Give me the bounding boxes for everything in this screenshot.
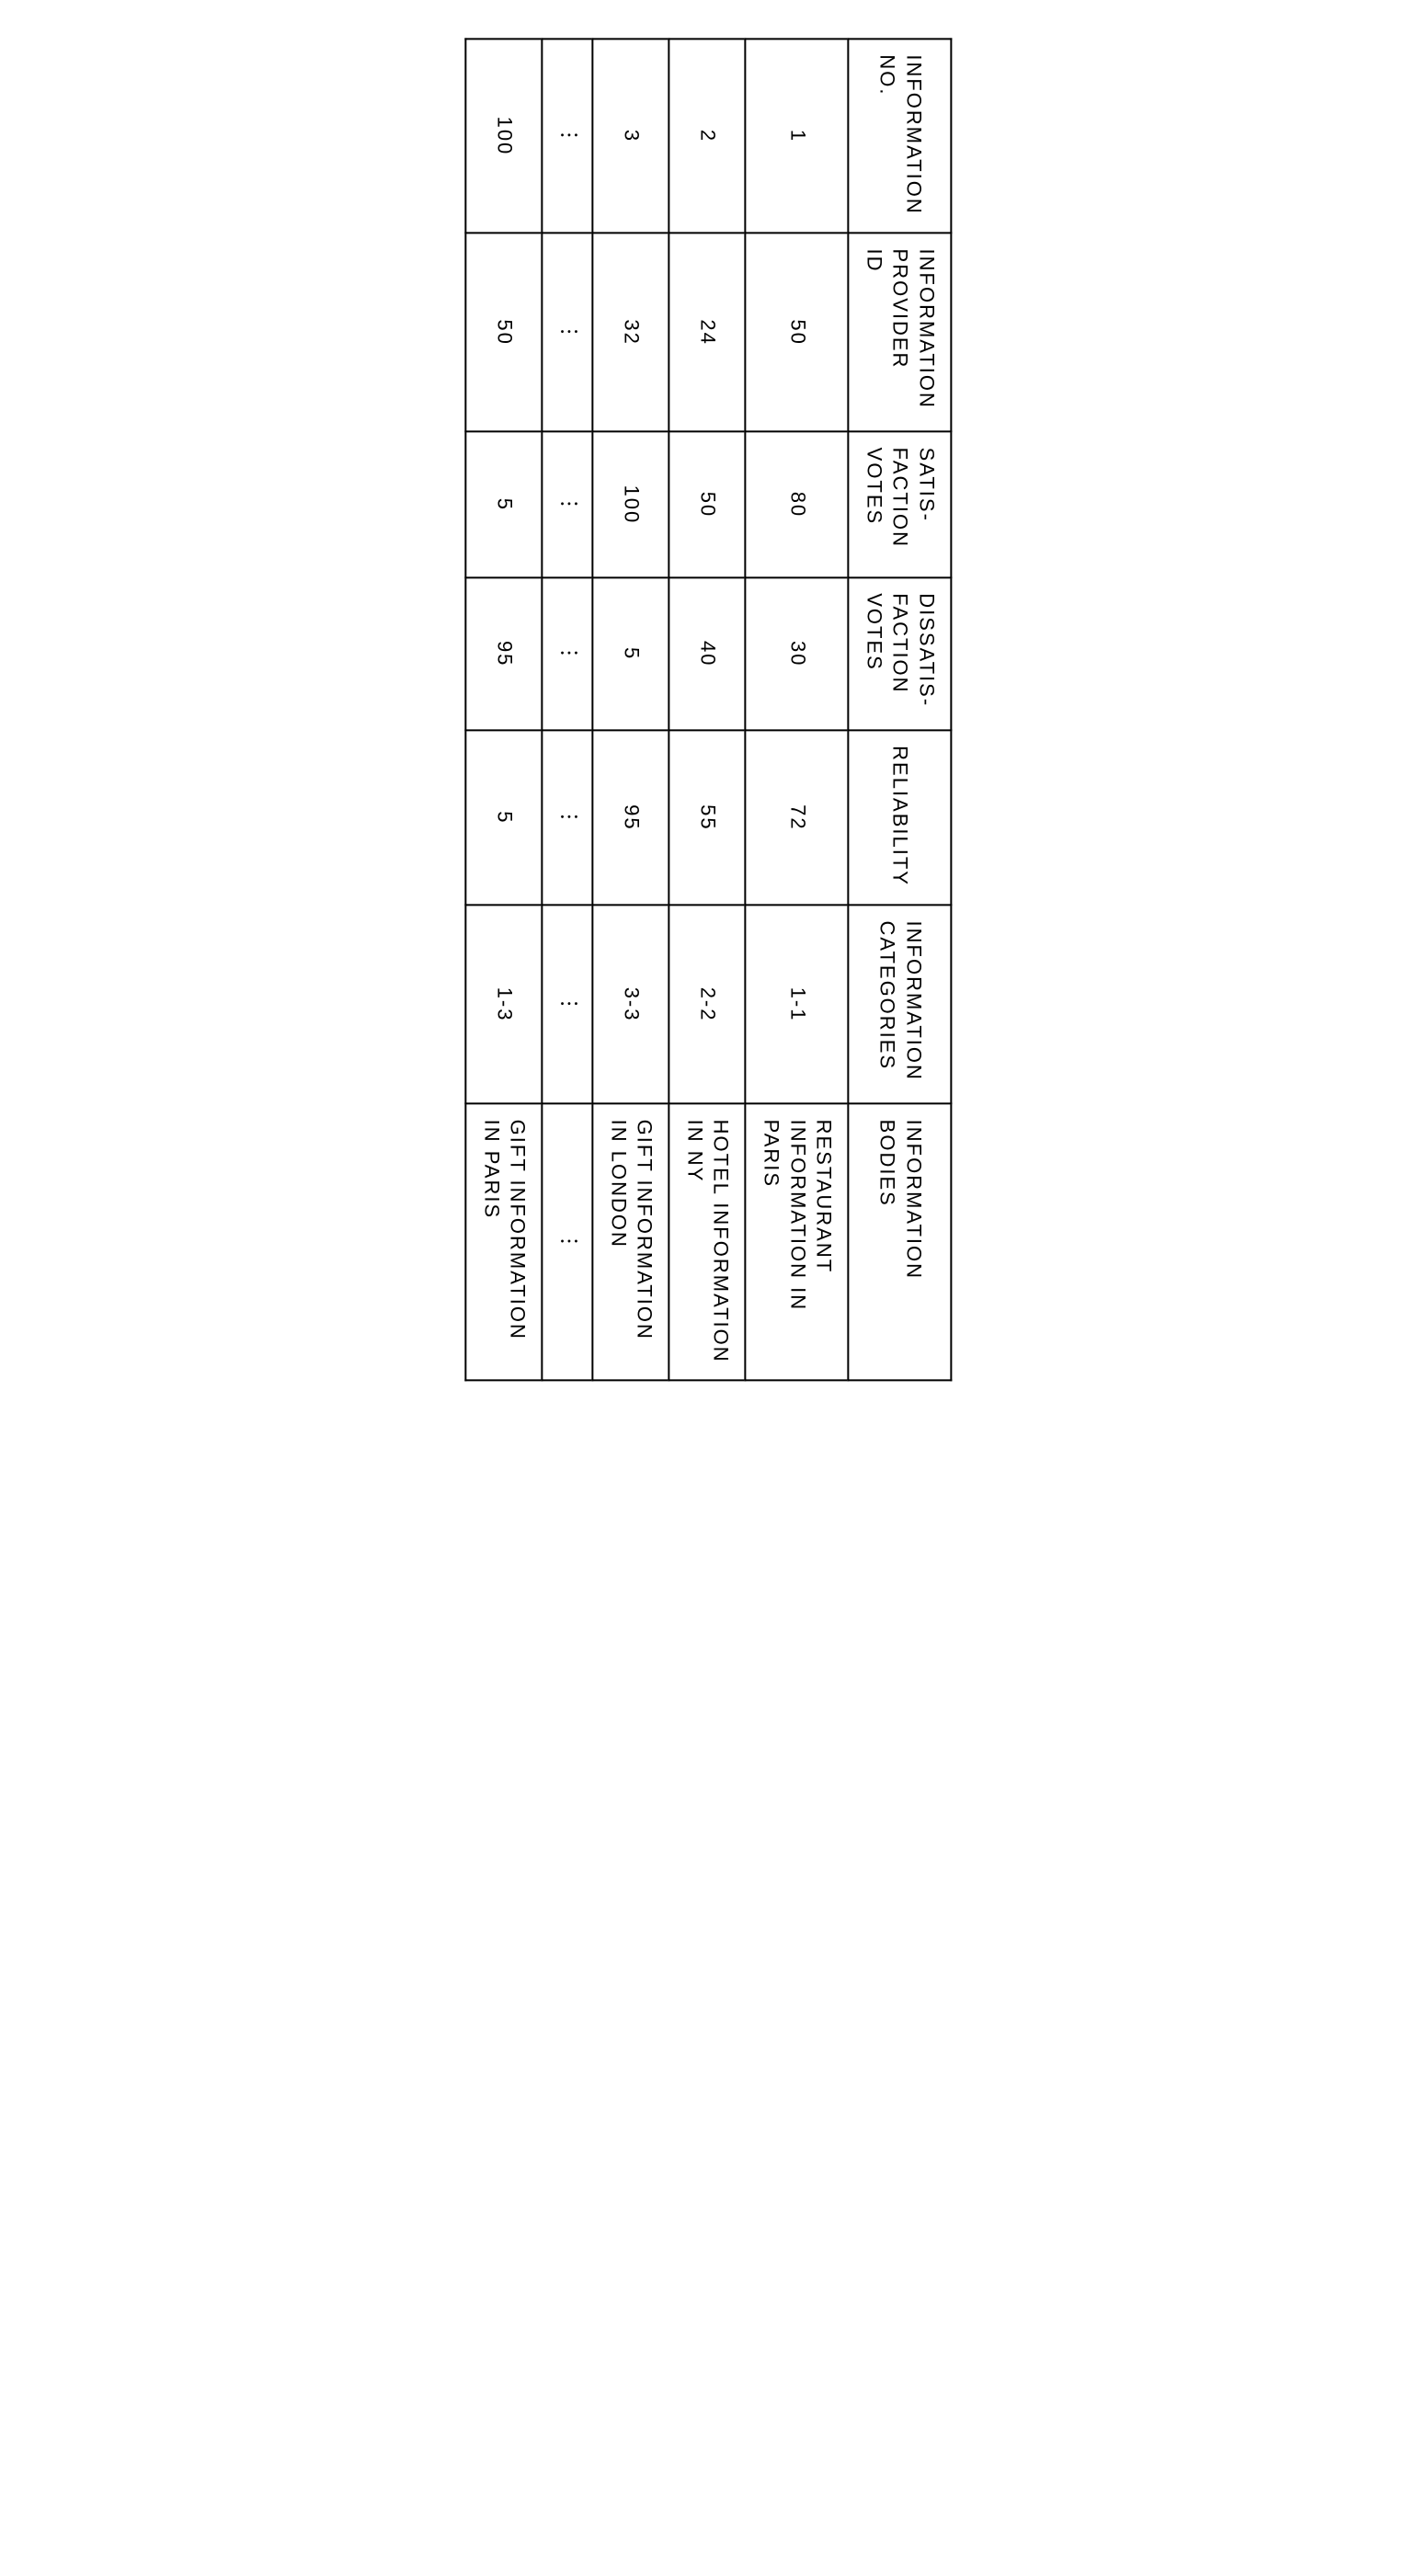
cell-satisfaction: 80 [746,432,849,578]
cell-dissatisfaction: 40 [669,577,746,730]
cell-reliability: 95 [592,730,669,905]
col-header-info-no: INFORMATIONNO. [849,39,952,233]
col-header-satisfaction: SATIS-FACTIONVOTES [849,432,952,578]
cell-bodies: HOTEL INFORMATIONIN NY [669,1104,746,1381]
data-table: INFORMATIONNO. INFORMATIONPROVIDERID SAT… [465,38,953,1381]
cell-provider-id: 32 [592,234,669,432]
cell-dissatisfaction: 5 [592,577,669,730]
cell-satisfaction: 100 [592,432,669,578]
col-header-bodies: INFORMATION BODIES [849,1104,952,1381]
table-row: ︙ ︙ ︙ ︙ ︙ ︙ ︙ [543,39,593,1380]
cell-bodies: ︙ [543,1104,593,1381]
cell-dissatisfaction: 30 [746,577,849,730]
table-body: 1 50 80 30 72 1-1 RESTAURANTINFORMATION … [466,39,849,1380]
cell-dissatisfaction: 95 [466,577,543,730]
table-container: INFORMATIONNO. INFORMATIONPROVIDERID SAT… [465,38,953,1381]
cell-bodies: GIFT INFORMATIONIN LONDON [592,1104,669,1381]
cell-reliability: 72 [746,730,849,905]
cell-reliability: 5 [466,730,543,905]
cell-provider-id: ︙ [543,234,593,432]
cell-categories: 3-3 [592,906,669,1104]
col-header-dissatisfaction: DISSATIS-FACTIONVOTES [849,577,952,730]
table-row: 2 24 50 40 55 2-2 HOTEL INFORMATIONIN NY [669,39,746,1380]
cell-info-no: 2 [669,39,746,233]
cell-satisfaction: 50 [669,432,746,578]
table-header-row: INFORMATIONNO. INFORMATIONPROVIDERID SAT… [849,39,952,1380]
cell-provider-id: 24 [669,234,746,432]
col-header-provider-id: INFORMATIONPROVIDERID [849,234,952,432]
col-header-reliability: RELIABILITY [849,730,952,905]
cell-reliability: 55 [669,730,746,905]
col-header-categories: INFORMATIONCATEGORIES [849,906,952,1104]
cell-bodies: GIFT INFORMATIONIN PARIS [466,1104,543,1381]
cell-categories: 1-1 [746,906,849,1104]
table-row: 100 50 5 95 5 1-3 GIFT INFORMATIONIN PAR… [466,39,543,1380]
cell-info-no: ︙ [543,39,593,233]
cell-categories: ︙ [543,906,593,1104]
cell-info-no: 100 [466,39,543,233]
cell-satisfaction: ︙ [543,432,593,578]
cell-categories: 2-2 [669,906,746,1104]
table-row: 1 50 80 30 72 1-1 RESTAURANTINFORMATION … [746,39,849,1380]
cell-satisfaction: 5 [466,432,543,578]
cell-dissatisfaction: ︙ [543,577,593,730]
cell-provider-id: 50 [466,234,543,432]
cell-bodies: RESTAURANTINFORMATION IN PARIS [746,1104,849,1381]
cell-info-no: 3 [592,39,669,233]
cell-provider-id: 50 [746,234,849,432]
cell-categories: 1-3 [466,906,543,1104]
cell-reliability: ︙ [543,730,593,905]
cell-info-no: 1 [746,39,849,233]
table-row: 3 32 100 5 95 3-3 GIFT INFORMATIONIN LON… [592,39,669,1380]
